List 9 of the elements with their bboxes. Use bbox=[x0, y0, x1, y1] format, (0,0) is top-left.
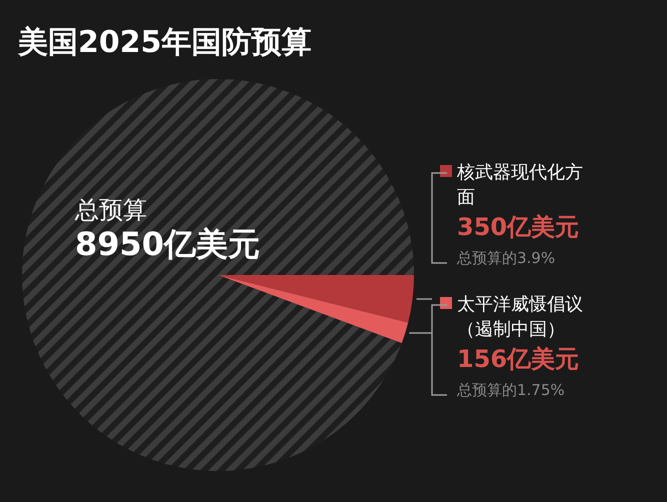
legend-label: 太平洋威慑倡议（遏制中国） bbox=[457, 294, 583, 340]
text: 总预算的3.9% bbox=[456, 249, 556, 267]
data-label: 350亿美元 bbox=[457, 213, 580, 241]
text: 总预算 bbox=[74, 196, 147, 224]
legend-label: 核武器现代化方面 bbox=[456, 162, 583, 208]
text: 8950亿美元 bbox=[75, 225, 260, 263]
text: 总预算的1.75% bbox=[456, 381, 565, 399]
data-label: 156亿美元 bbox=[457, 345, 580, 373]
chart-title: 美国2025年国防预算 bbox=[17, 25, 312, 60]
